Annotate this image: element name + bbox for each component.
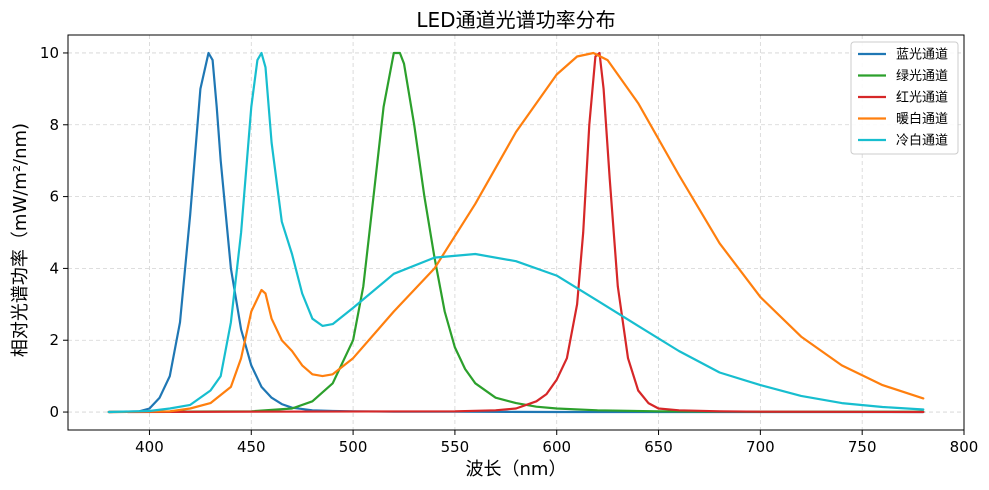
series-line-2 [107,51,925,414]
x-tick-label: 700 [746,438,775,456]
y-tick-label: 10 [40,44,59,62]
series-line-1 [107,51,925,414]
series-layer [107,51,925,414]
x-tick-label: 800 [950,438,979,456]
y-tick-label: 6 [49,188,59,206]
y-tick-label: 2 [49,331,59,349]
x-tick-label: 600 [542,438,571,456]
legend-label-4: 暖白通道 [896,111,948,127]
legend-label-2: 绿光通道 [896,69,948,84]
y-tick-label: 0 [49,403,59,421]
x-tick-label: 450 [237,438,266,456]
x-axis-label: 波长（nm） [466,459,567,480]
legend-label-1: 蓝光通道 [896,48,948,63]
y-axis-label: 相对光谱功率（mW/m²/nm) [10,123,31,357]
x-tick-label: 750 [848,438,877,456]
x-axis-ticks: 400 450 500 550 600 650 700 750 800 [135,430,978,456]
legend-box [850,41,959,155]
plot-frame [67,34,965,431]
y-axis-ticks: 0 2 4 6 8 10 [40,44,68,421]
grid-layer [68,35,965,430]
x-tick-label: 400 [135,438,164,456]
legend-label-5: 冷白通道 [896,133,948,149]
x-tick-label: 650 [644,438,673,456]
chart-title: LED通道光谱功率分布 [416,8,615,32]
series-line-4 [107,51,925,414]
x-tick-label: 500 [339,438,368,456]
y-tick-label: 8 [49,116,59,134]
series-line-5 [107,51,925,414]
y-tick-label: 4 [49,259,59,277]
series-line-3 [107,51,925,414]
x-tick-label: 550 [441,438,470,456]
legend-label-3: 红光通道 [896,90,948,106]
